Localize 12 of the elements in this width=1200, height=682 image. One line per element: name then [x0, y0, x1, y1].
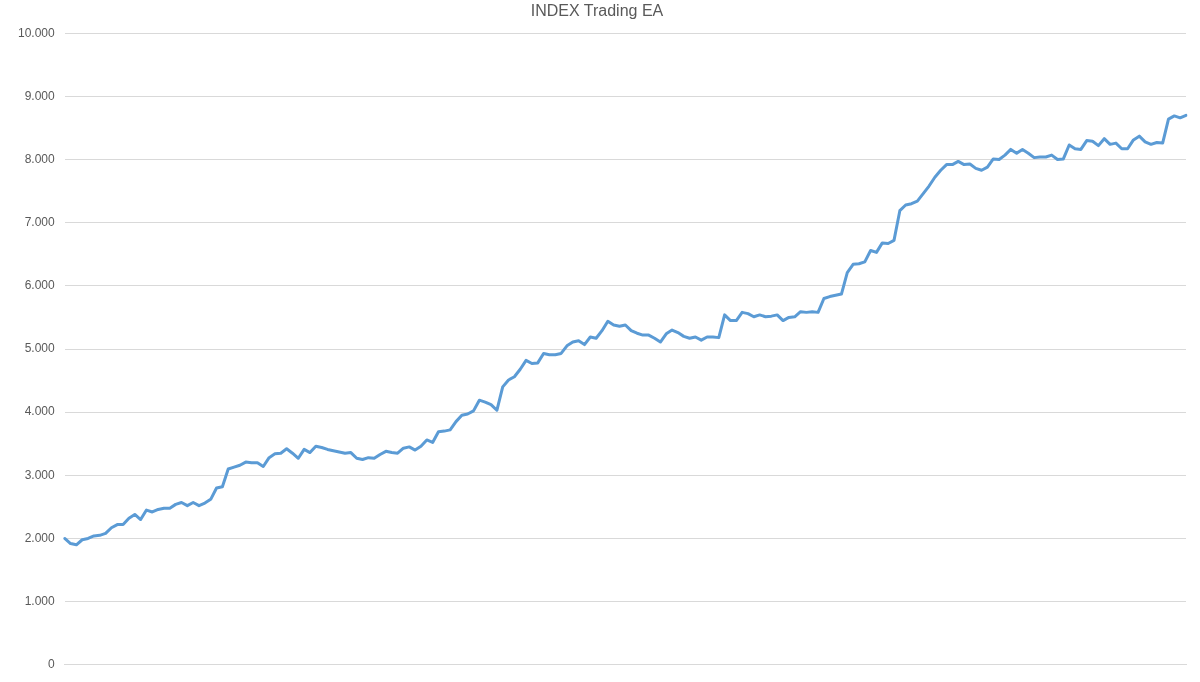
y-tick-label: 1.000 — [24, 593, 56, 608]
y-tick-label: 4.000 — [24, 404, 56, 419]
y-tick-label: 7.000 — [24, 214, 56, 229]
y-tick-label: 8.000 — [24, 151, 56, 166]
y-tick-label: 9.000 — [24, 88, 56, 103]
y-tick-label: 5.000 — [24, 341, 56, 356]
y-tick-label: 10.000 — [18, 25, 56, 40]
y-tick-label: 3.000 — [24, 467, 56, 482]
y-tick-label: 2.000 — [24, 530, 56, 545]
y-tick-label: 6.000 — [24, 278, 56, 293]
y-tick-label: 0 — [48, 657, 56, 672]
chart-title: INDEX Trading EA — [530, 2, 664, 20]
